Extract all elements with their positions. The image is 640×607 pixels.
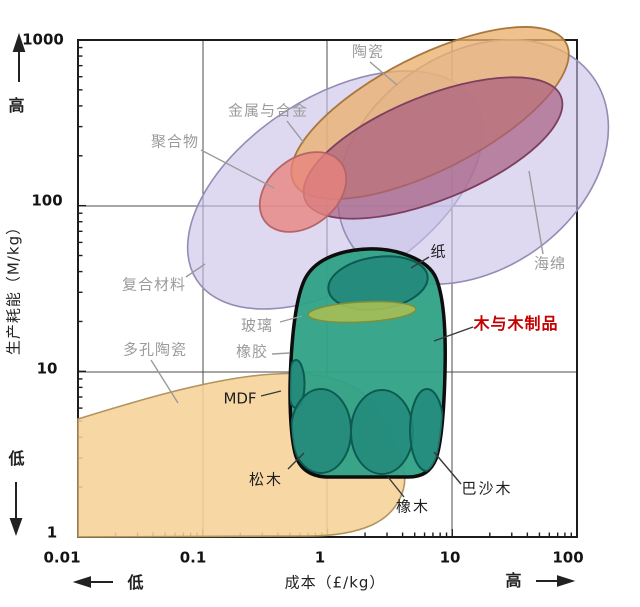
y-tick-100: 100 bbox=[31, 191, 63, 210]
y-axis-title: 生产耗能（M/kg） bbox=[4, 218, 23, 356]
x-tick-10: 10 bbox=[439, 548, 461, 567]
y-tick-1: 1 bbox=[46, 523, 58, 542]
pointer-balsa bbox=[433, 451, 462, 485]
pointer-composites bbox=[185, 263, 206, 278]
x-tick-1: 1 bbox=[314, 548, 326, 567]
region-pine bbox=[290, 388, 352, 474]
label-paper: 纸 bbox=[430, 242, 448, 261]
y-low-label: 低 bbox=[8, 449, 26, 468]
axis-arrows bbox=[9, 32, 576, 588]
region-polymers bbox=[258, 151, 348, 233]
label-metals-alloys: 金属与合金 bbox=[227, 101, 309, 120]
pointer-ceramics bbox=[369, 61, 398, 86]
label-composites: 复合材料 bbox=[121, 275, 187, 294]
label-pine: 松木 bbox=[248, 470, 284, 489]
region-glass bbox=[307, 300, 417, 324]
x-tick-0.1: 0.1 bbox=[179, 548, 207, 567]
label-foam: 海绵 bbox=[533, 254, 567, 273]
pointer-foam bbox=[528, 170, 544, 255]
x-high-label: 高 bbox=[505, 571, 523, 590]
x-tick-0.01: 0.01 bbox=[43, 548, 81, 567]
pointer-pine bbox=[287, 452, 305, 470]
region-oak bbox=[350, 389, 414, 475]
pointer-paper bbox=[410, 256, 430, 269]
label-balsa: 巴沙木 bbox=[461, 479, 513, 498]
label-mdf: MDF bbox=[223, 389, 257, 408]
pointer-lines-gray bbox=[150, 61, 544, 404]
pointer-rubber bbox=[271, 352, 291, 355]
x-low-label: 低 bbox=[127, 573, 145, 592]
pointer-mdf bbox=[260, 390, 282, 397]
pointer-porous-ceramics bbox=[150, 359, 179, 404]
label-porous-ceramics: 多孔陶瓷 bbox=[122, 340, 188, 359]
pointer-polymers bbox=[200, 149, 275, 189]
x-axis-title: 成本（£/kg） bbox=[284, 573, 386, 592]
pointer-metals bbox=[286, 120, 305, 144]
label-oak: 橡木 bbox=[395, 497, 431, 516]
y-tick-10: 10 bbox=[36, 359, 58, 378]
label-glass: 玻璃 bbox=[240, 316, 274, 335]
y-high-label: 高 bbox=[8, 96, 26, 115]
x-tick-100: 100 bbox=[552, 548, 584, 567]
label-rubber: 橡胶 bbox=[235, 342, 269, 361]
label-wood-products: 木与木制品 bbox=[473, 314, 559, 333]
pointer-glass bbox=[279, 315, 303, 323]
label-polymers: 聚合物 bbox=[150, 132, 200, 151]
pointer-lines-dark bbox=[260, 256, 474, 498]
label-ceramics: 陶瓷 bbox=[351, 42, 385, 61]
pointer-wood-products bbox=[433, 326, 474, 342]
y-tick-1000: 1000 bbox=[22, 30, 64, 49]
pointer-oak bbox=[387, 476, 405, 498]
